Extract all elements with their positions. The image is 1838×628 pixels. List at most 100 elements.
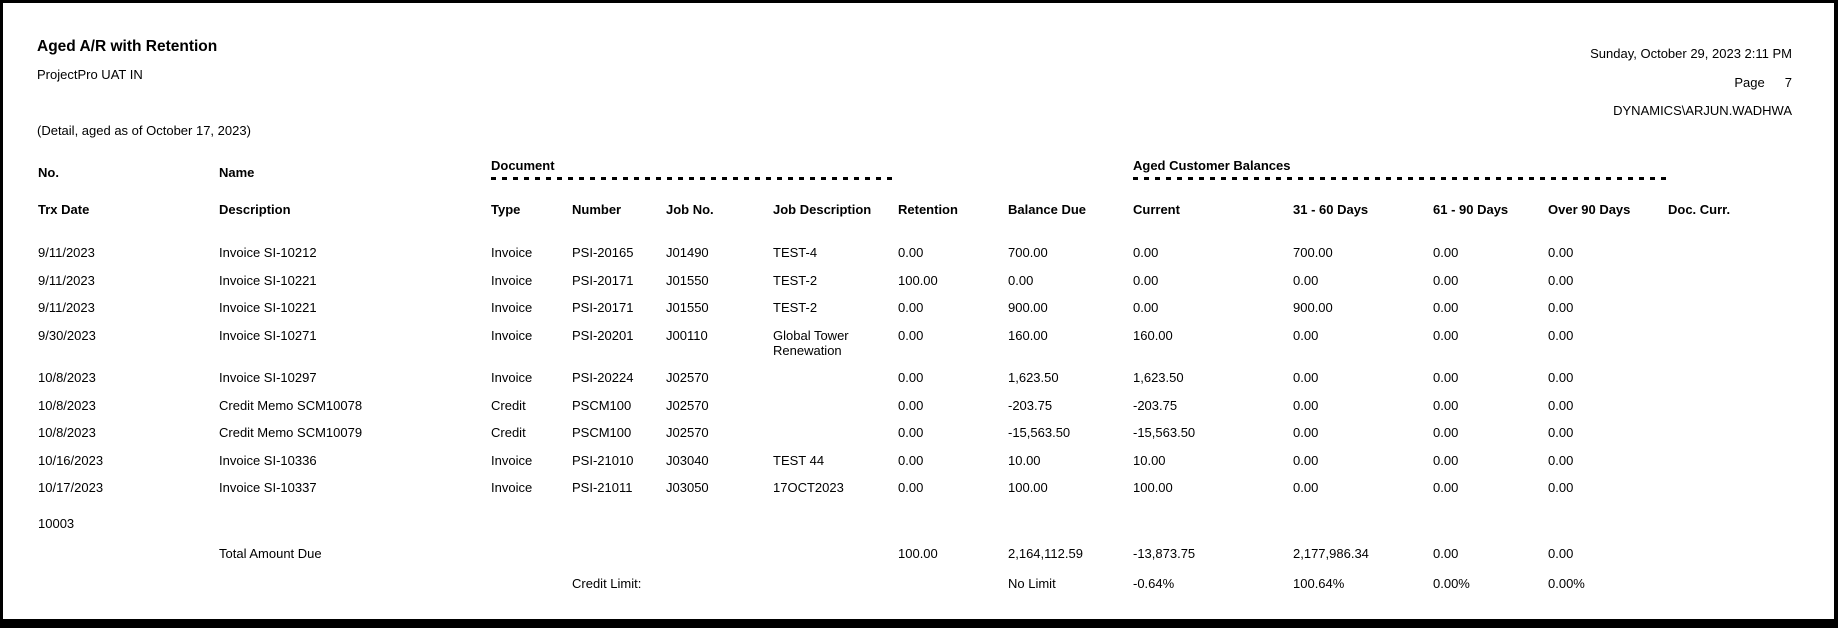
report-title: Aged A/R with Retention: [37, 39, 217, 55]
cell-over-90-days: 0.00: [1548, 217, 1668, 267]
cell-current: 0.00: [1133, 267, 1293, 295]
page-label: Page: [1734, 75, 1764, 90]
cell-doc-curr: [1668, 419, 1773, 447]
empty-cell: [491, 568, 572, 598]
total-31-60-days: 2,177,986.34: [1293, 538, 1433, 568]
cell-61-90-days: 0.00: [1433, 217, 1548, 267]
cell-number: PSI-20171: [572, 267, 666, 295]
cell-over-90-days: 0.00: [1548, 322, 1668, 365]
empty-cell: [1668, 568, 1773, 598]
cell-job-description: TEST 44: [773, 447, 898, 475]
report-header-left: Aged A/R with Retention ProjectPro UAT I…: [37, 39, 217, 82]
cell-31-60-days: 0.00: [1293, 447, 1433, 475]
cell-balance-due: 100.00: [1008, 474, 1133, 502]
cell-job-no: J01550: [666, 267, 773, 295]
cell-current: -203.75: [1133, 392, 1293, 420]
cell-31-60-days: 0.00: [1293, 267, 1433, 295]
cell-job-description: [773, 392, 898, 420]
cell-balance-due: 10.00: [1008, 447, 1133, 475]
cell-trx-date: 9/11/2023: [38, 294, 219, 322]
credit-limit-current: -0.64%: [1133, 568, 1293, 598]
cell-trx-date: 9/11/2023: [38, 217, 219, 267]
cell-number: PSI-21011: [572, 474, 666, 502]
cell-retention: 0.00: [898, 322, 1008, 365]
col-header-description: Description: [219, 180, 491, 217]
cell-description: Invoice SI-10221: [219, 267, 491, 295]
cell-over-90-days: 0.00: [1548, 294, 1668, 322]
table-row: 10/17/2023 Invoice SI-10337 Invoice PSI-…: [38, 474, 1773, 502]
col-header-type: Type: [491, 180, 572, 217]
cell-job-description: TEST-2: [773, 267, 898, 295]
col-group-document: Document: [491, 158, 898, 180]
col-header-current: Current: [1133, 180, 1293, 217]
cell-type: Invoice: [491, 294, 572, 322]
cell-current: 0.00: [1133, 217, 1293, 267]
cell-current: 10.00: [1133, 447, 1293, 475]
cell-job-description: Global Tower Renewation: [773, 322, 898, 365]
col-header-31-60-days: 31 - 60 Days: [1293, 180, 1433, 217]
cell-balance-due: 1,623.50: [1008, 364, 1133, 392]
cell-type: Credit: [491, 419, 572, 447]
cell-number: PSI-20224: [572, 364, 666, 392]
cell-job-description: 17OCT2023: [773, 474, 898, 502]
cell-doc-curr: [1668, 217, 1773, 267]
col-group-name: Name: [219, 158, 491, 180]
cell-type: Invoice: [491, 447, 572, 475]
cell-doc-curr: [1668, 322, 1773, 365]
cell-retention: 0.00: [898, 419, 1008, 447]
page-number: 7: [1785, 69, 1792, 98]
cell-job-description: [773, 364, 898, 392]
credit-limit-over-90-days: 0.00%: [1548, 568, 1668, 598]
empty-cell: [898, 568, 1008, 598]
table-row: 9/11/2023 Invoice SI-10221 Invoice PSI-2…: [38, 267, 1773, 295]
cell-job-no: J02570: [666, 364, 773, 392]
page-indicator: Page 7: [1590, 69, 1792, 98]
cell-doc-curr: [1668, 294, 1773, 322]
table-row: 10/8/2023 Invoice SI-10297 Invoice PSI-2…: [38, 364, 1773, 392]
cell-description: Invoice SI-10271: [219, 322, 491, 365]
cell-61-90-days: 0.00: [1433, 294, 1548, 322]
cell-retention: 0.00: [898, 392, 1008, 420]
col-group-no: No.: [38, 158, 219, 180]
cell-number: PSI-20165: [572, 217, 666, 267]
empty-cell: [491, 538, 572, 568]
table-head: No. Name Document Aged Customer Balances…: [38, 158, 1773, 217]
cell-current: 0.00: [1133, 294, 1293, 322]
cell-current: 160.00: [1133, 322, 1293, 365]
col-header-trx-date: Trx Date: [38, 180, 219, 217]
cell-type: Invoice: [491, 364, 572, 392]
cell-61-90-days: 0.00: [1433, 447, 1548, 475]
cell-current: 100.00: [1133, 474, 1293, 502]
cell-balance-due: -15,563.50: [1008, 419, 1133, 447]
cell-job-no: J01550: [666, 294, 773, 322]
cell-31-60-days: 0.00: [1293, 364, 1433, 392]
cell-balance-due: 700.00: [1008, 217, 1133, 267]
aged-ar-table: No. Name Document Aged Customer Balances…: [38, 158, 1773, 598]
empty-cell: [666, 538, 773, 568]
table-row: 9/11/2023 Invoice SI-10212 Invoice PSI-2…: [38, 217, 1773, 267]
cell-61-90-days: 0.00: [1433, 364, 1548, 392]
cell-trx-date: 10/8/2023: [38, 392, 219, 420]
total-amount-due-label: Total Amount Due: [219, 538, 491, 568]
table-row: 10/16/2023 Invoice SI-10336 Invoice PSI-…: [38, 447, 1773, 475]
cell-description: Credit Memo SCM10079: [219, 419, 491, 447]
cell-description: Invoice SI-10336: [219, 447, 491, 475]
cell-31-60-days: 700.00: [1293, 217, 1433, 267]
total-over-90-days: 0.00: [1548, 538, 1668, 568]
cell-number: PSCM100: [572, 392, 666, 420]
printed-by-user: DYNAMICS\ARJUN.WADHWA: [1590, 97, 1792, 126]
cell-type: Invoice: [491, 474, 572, 502]
total-61-90-days: 0.00: [1433, 538, 1548, 568]
cell-number: PSI-20171: [572, 294, 666, 322]
cell-number: PSI-20201: [572, 322, 666, 365]
cell-31-60-days: 900.00: [1293, 294, 1433, 322]
cell-balance-due: -203.75: [1008, 392, 1133, 420]
cell-trx-date: 10/16/2023: [38, 447, 219, 475]
report-header-right: Sunday, October 29, 2023 2:11 PM Page7 D…: [1590, 40, 1792, 126]
col-header-job-description: Job Description: [773, 180, 898, 217]
cell-retention: 0.00: [898, 217, 1008, 267]
empty-cell: [773, 538, 898, 568]
cell-job-description: TEST-2: [773, 294, 898, 322]
cell-trx-date: 9/30/2023: [38, 322, 219, 365]
cell-type: Invoice: [491, 322, 572, 365]
